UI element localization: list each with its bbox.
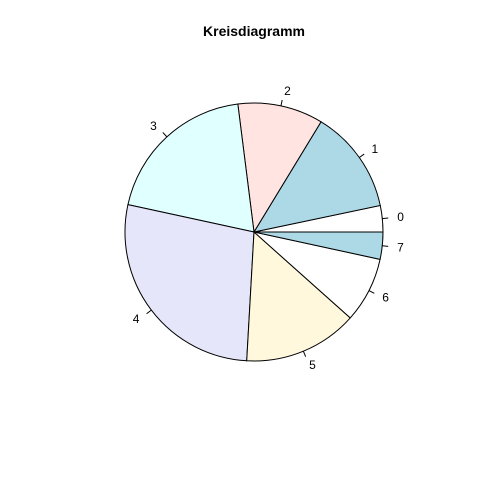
label-leader-5 (302, 350, 307, 357)
pie-labels: 0 1 2 3 4 5 6 7 (133, 84, 405, 372)
slice-label-0: 0 (397, 210, 404, 224)
slice-label-2: 2 (284, 84, 291, 98)
slice-label-3: 3 (150, 119, 157, 133)
pie-slice-4 (124, 204, 255, 362)
label-leader-3 (162, 132, 168, 138)
pie-slices (124, 102, 384, 362)
slice-label-6: 6 (382, 290, 389, 304)
pie-slice-1 (252, 121, 381, 233)
slice-label-1: 1 (372, 142, 379, 156)
pie-slice-5 (246, 230, 351, 362)
label-leader-4 (146, 309, 152, 315)
label-leader-6 (368, 290, 375, 294)
label-leader-2 (280, 99, 283, 106)
label-leader-7 (382, 245, 389, 247)
chart-title: Kreisdiagramm (203, 23, 305, 39)
label-leader-1 (359, 153, 365, 158)
label-leader-0 (382, 217, 389, 220)
pie-slice-3 (127, 103, 255, 233)
slice-label-5: 5 (309, 358, 316, 372)
slice-label-7: 7 (397, 240, 404, 254)
slice-label-4: 4 (133, 312, 140, 326)
